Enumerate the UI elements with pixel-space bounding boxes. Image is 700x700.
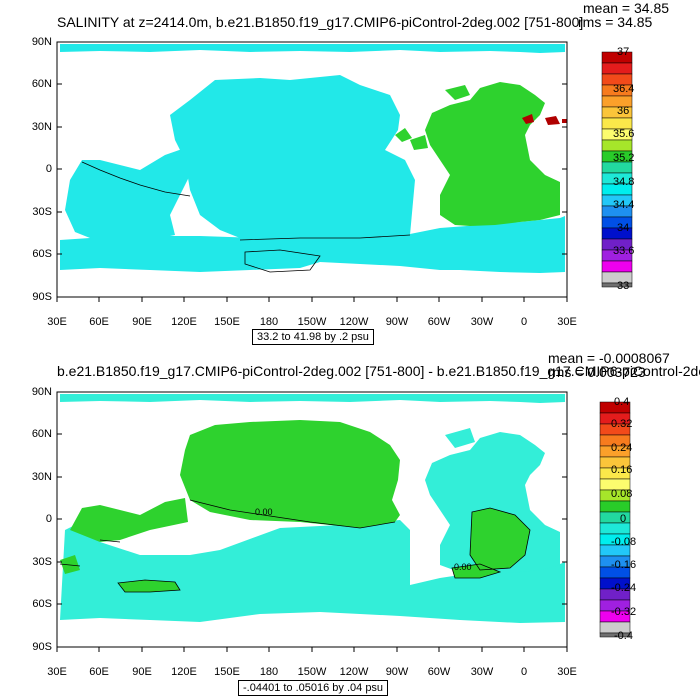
lon-label: 30E	[47, 666, 67, 678]
colorbar-label: 0.4	[614, 396, 630, 408]
mean-value: mean = 34.85	[583, 0, 670, 16]
lat-label: 0	[45, 513, 52, 525]
colorbar-label: 0.24	[611, 442, 633, 454]
colorbar-label: -0.24	[611, 582, 637, 594]
lon-label: 90E	[132, 666, 152, 678]
lat-label: 60N	[31, 78, 52, 90]
colorbar	[599, 401, 631, 638]
rms-value: rms = 0.003723	[548, 364, 646, 380]
lat-label: 60S	[32, 248, 52, 260]
lon-label: 30E	[47, 316, 67, 328]
lon-label: 0	[520, 666, 528, 678]
lon-label: 180	[259, 316, 279, 328]
colorbar-label: 33	[617, 280, 630, 292]
colorbar-swatch	[601, 260, 633, 273]
lat-label: 90S	[32, 641, 52, 653]
colorbar-label: -0.16	[611, 559, 637, 571]
lon-label: 150W	[297, 316, 327, 328]
lat-label: 90N	[31, 386, 52, 398]
contour-info: -.04401 to .05016 by .04 psu	[238, 680, 389, 696]
lon-label: 90E	[132, 316, 152, 328]
lon-label: 30W	[470, 666, 494, 678]
lon-label: 30E	[557, 316, 577, 328]
lon-label: 180	[259, 666, 279, 678]
rms-value: rms = 34.85	[578, 14, 653, 30]
colorbar-label: 33.6	[613, 245, 635, 257]
colorbar-label: -0.4	[614, 630, 633, 642]
colorbar-label: 35.2	[613, 152, 635, 164]
colorbar-label: 0.32	[611, 418, 633, 430]
colorbar-label: -0.32	[611, 606, 637, 618]
colorbar-label: 34.8	[613, 176, 635, 188]
colorbar-swatch	[599, 632, 631, 638]
lat-label: 30S	[32, 206, 52, 218]
contour-lines	[81, 161, 411, 273]
lon-label: 0	[520, 316, 528, 328]
lat-label: 30S	[32, 556, 52, 568]
colorbar-swatch	[601, 282, 633, 288]
contour-zero-label: 0.00	[454, 562, 472, 572]
lon-label: 120E	[171, 666, 197, 678]
lat-label: 90N	[31, 36, 52, 48]
lon-label: 60W	[427, 666, 451, 678]
colorbar-label: 36.4	[613, 83, 635, 95]
lon-label: 120W	[339, 666, 369, 678]
positive-anomaly-fill	[60, 420, 530, 592]
mediterranean-fill	[522, 114, 567, 125]
lon-label: 90W	[385, 316, 409, 328]
lat-label: 0	[45, 163, 52, 175]
colorbar-swatch	[601, 62, 633, 75]
salinity-panel: SALINITY at z=2414.0m, b.e21.B1850.f19_g…	[31, 0, 670, 345]
contour-zero-label: 0.00	[255, 507, 273, 517]
ocean-fill	[60, 44, 565, 273]
colorbar-swatch	[601, 139, 633, 152]
colorbar-label: 34.4	[613, 199, 635, 211]
colorbar-label: 34	[617, 222, 630, 234]
colorbar-label: 35.6	[613, 128, 635, 140]
lat-label: 90S	[32, 291, 52, 303]
panel-title: SALINITY at z=2414.0m, b.e21.B1850.f19_g…	[57, 14, 584, 30]
colorbar-label: 0.16	[611, 464, 633, 476]
lon-label: 60W	[427, 316, 451, 328]
colorbar-swatch	[599, 500, 631, 513]
contour-info: 33.2 to 41.98 by .2 psu	[252, 329, 374, 345]
lat-label: 30N	[31, 121, 52, 133]
lat-label: 60N	[31, 428, 52, 440]
atlantic-fill	[395, 82, 560, 226]
colorbar-label: 37	[617, 46, 630, 58]
colorbar-label: 0.08	[611, 488, 633, 500]
salinity-map	[56, 41, 633, 302]
lon-label: 60E	[89, 316, 109, 328]
colorbar-label: 0	[620, 513, 627, 525]
lon-label: 30E	[557, 666, 577, 678]
lon-label: 150E	[214, 316, 240, 328]
colorbar	[601, 51, 633, 288]
difference-panel: b.e21.B1850.f19_g17.CMIP6-piControl-2deg…	[0, 350, 700, 700]
lat-label: 30N	[31, 471, 52, 483]
lon-label: 120W	[339, 316, 369, 328]
contour-lines	[59, 499, 531, 593]
lon-label: 90W	[385, 666, 409, 678]
panel-title: b.e21.B1850.f19_g17.CMIP6-piControl-2deg…	[57, 363, 700, 379]
colorbar-label: 36	[617, 105, 630, 117]
colorbar-label: -0.08	[611, 536, 637, 548]
lon-label: 150W	[297, 666, 327, 678]
lon-label: 150E	[214, 666, 240, 678]
difference-map	[56, 391, 631, 652]
lat-label: 60S	[32, 598, 52, 610]
lon-label: 120E	[171, 316, 197, 328]
lon-label: 60E	[89, 666, 109, 678]
mean-value: mean = -0.0008067	[548, 350, 670, 366]
lon-label: 30W	[470, 316, 494, 328]
